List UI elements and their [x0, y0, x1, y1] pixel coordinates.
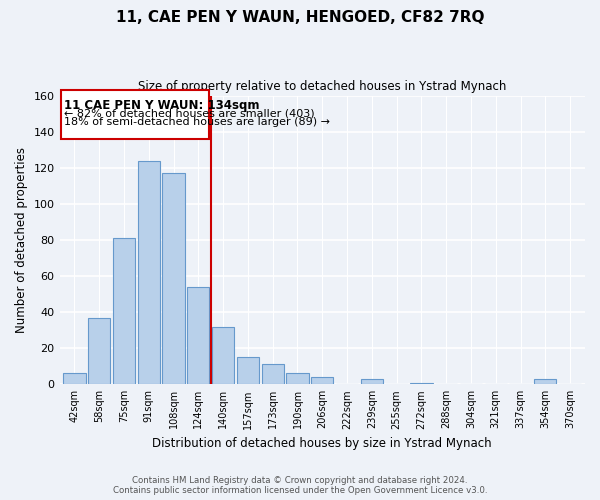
Bar	[262, 364, 284, 384]
Text: 11 CAE PEN Y WAUN: 134sqm: 11 CAE PEN Y WAUN: 134sqm	[64, 99, 260, 112]
Bar	[63, 374, 86, 384]
Bar	[212, 326, 234, 384]
Text: 18% of semi-detached houses are larger (89) →: 18% of semi-detached houses are larger (…	[64, 117, 331, 127]
Bar	[187, 287, 209, 384]
Text: 11, CAE PEN Y WAUN, HENGOED, CF82 7RQ: 11, CAE PEN Y WAUN, HENGOED, CF82 7RQ	[116, 10, 484, 25]
Bar	[113, 238, 135, 384]
Bar	[311, 377, 334, 384]
X-axis label: Distribution of detached houses by size in Ystrad Mynach: Distribution of detached houses by size …	[152, 437, 492, 450]
Y-axis label: Number of detached properties: Number of detached properties	[15, 147, 28, 333]
Bar	[534, 379, 556, 384]
Bar	[163, 173, 185, 384]
Bar	[88, 318, 110, 384]
Bar	[237, 357, 259, 384]
Bar	[286, 374, 308, 384]
Bar	[361, 379, 383, 384]
Text: Contains HM Land Registry data © Crown copyright and database right 2024.
Contai: Contains HM Land Registry data © Crown c…	[113, 476, 487, 495]
Bar	[410, 382, 433, 384]
Title: Size of property relative to detached houses in Ystrad Mynach: Size of property relative to detached ho…	[138, 80, 506, 93]
Bar	[137, 160, 160, 384]
Bar	[61, 90, 209, 139]
Text: ← 82% of detached houses are smaller (403): ← 82% of detached houses are smaller (40…	[64, 108, 315, 118]
